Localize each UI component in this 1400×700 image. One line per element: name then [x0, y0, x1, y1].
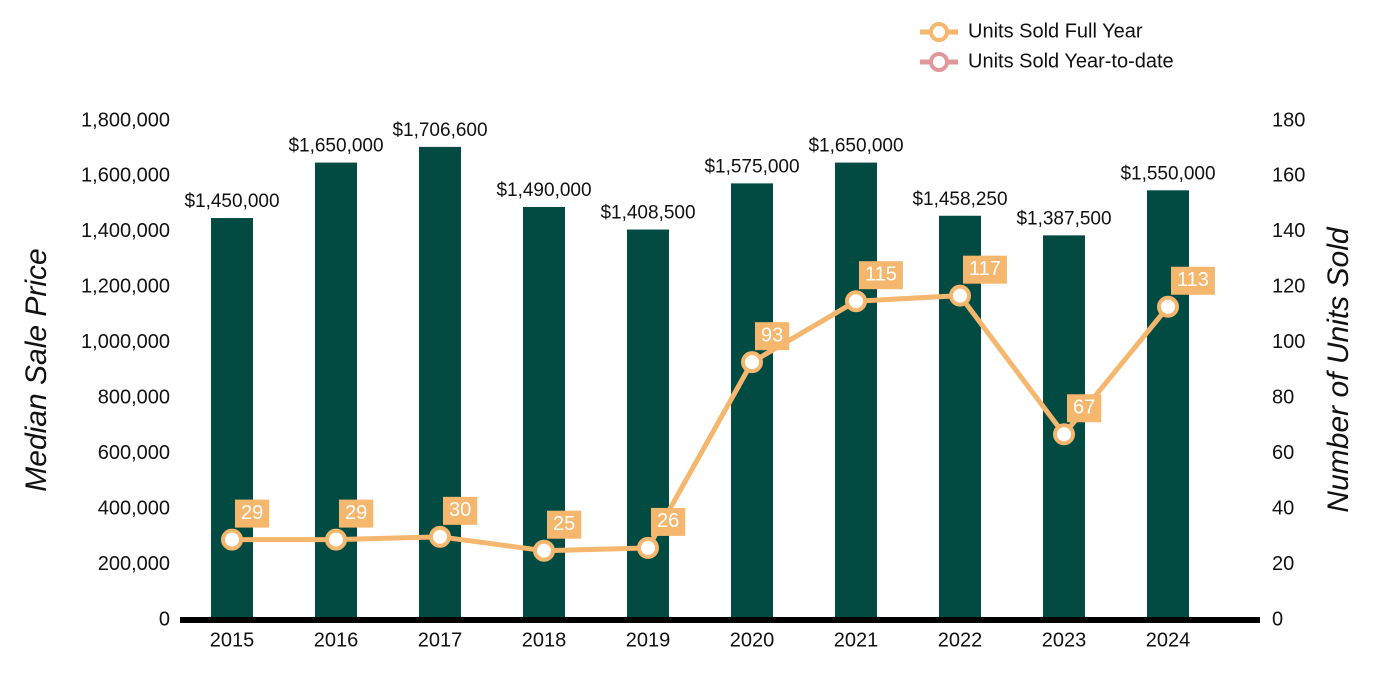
point-label-box [755, 322, 790, 351]
legend-marker [929, 22, 949, 42]
y-tick-label: 400,000 [98, 497, 170, 519]
y2-tick-label: 60 [1272, 442, 1294, 464]
point-label-box [963, 255, 1007, 284]
point-label: 30 [443, 496, 478, 525]
point-label: 29 [339, 499, 374, 528]
y-tick-label: 1,800,000 [81, 109, 170, 131]
point-value-label: 25 [553, 513, 575, 535]
y-tick-label: 1,000,000 [81, 331, 170, 353]
point-label: 26 [651, 507, 686, 536]
bar-value-label: $1,575,000 [704, 156, 799, 177]
x-tick-label: 2017 [418, 629, 463, 651]
legend-label: Units Sold Year-to-date [968, 50, 1174, 72]
bar [419, 146, 461, 620]
y-tick-label: 600,000 [98, 442, 170, 464]
legend-label: Units Sold Full Year [968, 20, 1143, 42]
y-tick-label: 1,400,000 [81, 220, 170, 242]
point-label: 117 [963, 255, 1007, 284]
line-point [845, 290, 867, 313]
x-tick-label: 2016 [314, 629, 359, 651]
point-label-box [1171, 266, 1215, 295]
point-label: 29 [235, 499, 270, 528]
y2-axis-title: Number of Units Sold [1322, 226, 1355, 512]
y2-tick-label: 120 [1272, 276, 1305, 298]
bar [315, 162, 357, 621]
line [232, 293, 1170, 554]
y2-tick-label: 40 [1272, 497, 1294, 519]
y-axis-title: Median Sale Price [20, 248, 53, 491]
legend-marker [929, 52, 949, 72]
point-label: 67 [1067, 394, 1102, 423]
line-point [1053, 423, 1075, 446]
point-label-box [339, 499, 374, 528]
x-tick-label: 2015 [210, 629, 255, 651]
point-value-label: 29 [241, 502, 263, 524]
y2-tick-label: 160 [1272, 165, 1305, 187]
bar-value-label: $1,458,250 [912, 189, 1007, 210]
line-point [429, 525, 451, 548]
bar-value-label: $1,706,600 [392, 120, 487, 141]
line-point [1157, 295, 1179, 318]
y-tick-label: 1,600,000 [81, 165, 170, 187]
y2-tick-label: 20 [1272, 553, 1294, 575]
point-label-box [443, 496, 478, 525]
line-point [949, 284, 971, 307]
line-point [741, 351, 763, 374]
point-value-label: 67 [1073, 397, 1095, 419]
y2-tick-label: 180 [1272, 109, 1305, 131]
line-point [637, 536, 659, 559]
point-label-box [651, 507, 686, 536]
bar [627, 229, 669, 620]
x-tick-label: 2018 [522, 629, 567, 651]
x-tick-label: 2024 [1146, 629, 1191, 651]
bar-value-label: $1,550,000 [1120, 163, 1215, 184]
y-tick-label: 200,000 [98, 553, 170, 575]
point-label: 25 [547, 510, 582, 539]
bar-value-label: $1,450,000 [184, 191, 279, 212]
bar-value-label: $1,408,500 [600, 203, 695, 224]
bar-value-label: $1,490,000 [496, 180, 591, 201]
point-value-label: 26 [657, 510, 679, 532]
point-label-box [1067, 394, 1102, 423]
point-value-label: 29 [345, 502, 367, 524]
line-point [325, 528, 347, 551]
x-tick-label: 2020 [730, 629, 775, 651]
bar [211, 218, 253, 620]
y-tick-label: 1,200,000 [81, 276, 170, 298]
x-tick-label: 2023 [1042, 629, 1087, 651]
bar [1147, 190, 1189, 621]
x-tick-label: 2021 [834, 629, 879, 651]
line-point [533, 539, 555, 562]
line-point [221, 528, 243, 551]
bar [835, 162, 877, 621]
point-value-label: 113 [1177, 269, 1209, 291]
point-label: 115 [859, 261, 903, 290]
y-tick-label: 800,000 [98, 387, 170, 409]
y-tick-label: 0 [159, 608, 170, 630]
y2-tick-label: 80 [1272, 387, 1294, 409]
point-label: 93 [755, 322, 790, 351]
point-value-label: 93 [761, 324, 783, 346]
point-label: 113 [1171, 266, 1215, 295]
bar [731, 183, 773, 620]
y2-tick-label: 140 [1272, 220, 1305, 242]
y2-tick-label: 100 [1272, 331, 1305, 353]
point-value-label: 30 [449, 499, 471, 521]
point-value-label: 115 [865, 263, 897, 285]
point-label-box [859, 261, 903, 290]
point-label-box [547, 510, 582, 539]
bar-value-label: $1,650,000 [288, 136, 383, 157]
x-tick-label: 2019 [626, 629, 671, 651]
y2-tick-label: 0 [1272, 608, 1283, 630]
point-label-box [235, 499, 270, 528]
bar-value-label: $1,650,000 [808, 136, 903, 157]
bar-value-label: $1,387,500 [1016, 208, 1111, 229]
point-value-label: 117 [969, 258, 1001, 280]
x-tick-label: 2022 [938, 629, 983, 651]
